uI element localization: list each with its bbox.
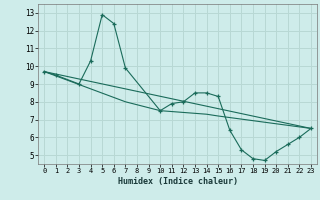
X-axis label: Humidex (Indice chaleur): Humidex (Indice chaleur) (118, 177, 238, 186)
